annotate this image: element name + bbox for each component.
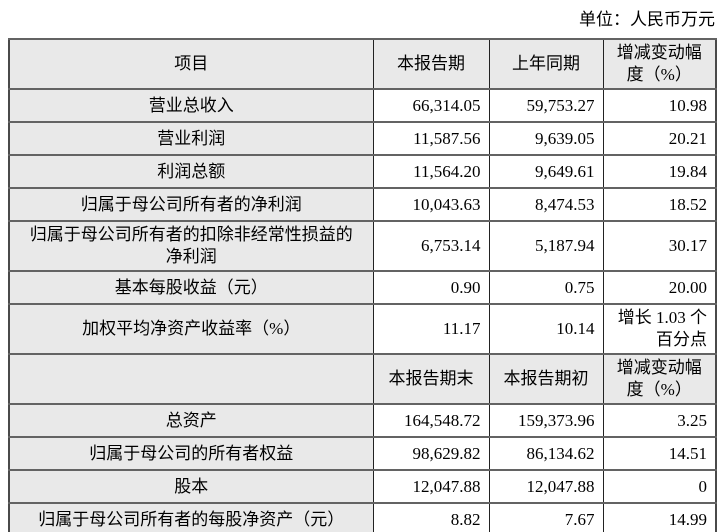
row-label: 归属于母公司的所有者权益 xyxy=(89,443,294,463)
change-value-cell: 0 xyxy=(602,469,717,504)
change-value-cell: 14.51 xyxy=(602,436,717,471)
current-value-cell: 164,548.72 xyxy=(372,403,490,438)
table-row: 利润总额 11,564.20 9,649.61 19.84 xyxy=(8,154,717,189)
row-label: 归属于母公司所有者的每股净资产（元） xyxy=(38,509,345,529)
prior-value-cell: 9,649.61 xyxy=(488,154,604,189)
change-value-cell: 18.52 xyxy=(602,187,717,222)
change-value-cell: 10.98 xyxy=(602,88,717,123)
prior-period-header-cell: 本报告期初 xyxy=(488,353,604,405)
row-label: 营业总收入 xyxy=(148,95,234,115)
prior-period-header-cell: 上年同期 xyxy=(488,38,604,90)
table-row: 归属于母公司所有者的每股净资产（元） 8.82 7.67 14.99 xyxy=(8,502,717,532)
financial-summary-table: 项目 本报告期 上年同期 增减变动幅度（%） 营业总收入 66,314.05 59,753.… xyxy=(8,38,717,532)
prior-value-cell: 12,047.88 xyxy=(488,469,604,504)
row-label: 总资产 xyxy=(165,410,217,430)
change-value-cell: 14.99 xyxy=(602,502,717,532)
row-label: 加权平均净资产收益率（%） xyxy=(82,319,301,338)
current-period-header-cell: 本报告期 xyxy=(372,38,490,90)
row-label-cell: 加权平均净资产收益率（%） xyxy=(8,303,374,355)
change-header-cell: 增减变动幅度（%） xyxy=(602,38,717,90)
change-value-cell: 20.00 xyxy=(602,270,717,305)
row-label: 归属于母公司所有者的净利润 xyxy=(80,194,302,214)
current-value-cell: 6,753.14 xyxy=(372,220,490,272)
current-value-cell: 12,047.88 xyxy=(372,469,490,504)
row-label-cell: 股本 xyxy=(8,469,374,504)
row-label-cell: 总资产 xyxy=(8,403,374,438)
table-row: 加权平均净资产收益率（%） 11.17 10.14 增长 1.03 个百分点 xyxy=(8,303,717,355)
prior-value-cell: 8,474.53 xyxy=(488,187,604,222)
item-header-cell: 项目 xyxy=(8,38,374,90)
table-row: 归属于母公司所有者的扣除非经常性损益的净利润 6,753.14 5,187.94 30… xyxy=(8,220,717,272)
prior-value-cell: 9,639.05 xyxy=(488,121,604,156)
row-label-cell: 归属于母公司所有者的扣除非经常性损益的净利润 xyxy=(8,220,374,272)
current-value-cell: 98,629.82 xyxy=(372,436,490,471)
table-row: 总资产 164,548.72 159,373.96 3.25 xyxy=(8,403,717,438)
row-label: 基本每股收益（元） xyxy=(114,277,268,297)
current-value-cell: 0.90 xyxy=(372,270,490,305)
prior-value-cell: 0.75 xyxy=(488,270,604,305)
row-label-cell: 归属于母公司所有者的净利润 xyxy=(8,187,374,222)
current-value-cell: 66,314.05 xyxy=(372,88,490,123)
row-label-cell: 营业总收入 xyxy=(8,88,374,123)
current-period-header-cell: 本报告期末 xyxy=(372,353,490,405)
current-value-cell: 11,564.20 xyxy=(372,154,490,189)
header-row: 本报告期末 本报告期初 增减变动幅度（%） xyxy=(8,353,717,405)
table-row: 营业利润 11,587.56 9,639.05 20.21 xyxy=(8,121,717,156)
item-header-label: 项目 xyxy=(174,54,209,73)
row-label-cell: 归属于母公司所有者的每股净资产（元） xyxy=(8,502,374,532)
change-value-cell: 19.84 xyxy=(602,154,717,189)
change-value-cell: 增长 1.03 个百分点 xyxy=(602,303,717,355)
current-value-cell: 10,043.63 xyxy=(372,187,490,222)
prior-value-cell: 7.67 xyxy=(488,502,604,532)
table-row: 基本每股收益（元） 0.90 0.75 20.00 xyxy=(8,270,717,305)
row-label-cell: 营业利润 xyxy=(8,121,374,156)
row-label-cell: 利润总额 xyxy=(8,154,374,189)
row-label: 营业利润 xyxy=(157,128,226,148)
header-row: 项目 本报告期 上年同期 增减变动幅度（%） xyxy=(8,38,717,90)
table-row: 归属于母公司的所有者权益 98,629.82 86,134.62 14.51 xyxy=(8,436,717,471)
item-header-cell xyxy=(8,353,374,405)
table-row: 股本 12,047.88 12,047.88 0 xyxy=(8,469,717,504)
current-value-cell: 11.17 xyxy=(372,303,490,355)
table-row: 归属于母公司所有者的净利润 10,043.63 8,474.53 18.52 xyxy=(8,187,717,222)
row-label-cell: 归属于母公司的所有者权益 xyxy=(8,436,374,471)
unit-label: 单位：人民币万元 xyxy=(579,10,715,29)
prior-value-cell: 5,187.94 xyxy=(488,220,604,272)
change-value-cell: 3.25 xyxy=(602,403,717,438)
financial-table-body: 项目 本报告期 上年同期 增减变动幅度（%） 营业总收入 66,314.05 59,753.… xyxy=(8,38,717,532)
table-row: 营业总收入 66,314.05 59,753.27 10.98 xyxy=(8,88,717,123)
change-value-cell: 20.21 xyxy=(602,121,717,156)
row-label: 归属于母公司所有者的扣除非经常性损益的净利润 xyxy=(29,225,353,266)
change-value-cell: 30.17 xyxy=(602,220,717,272)
row-label: 股本 xyxy=(174,476,209,496)
row-label: 利润总额 xyxy=(157,161,226,181)
current-value-cell: 11,587.56 xyxy=(372,121,490,156)
prior-value-cell: 59,753.27 xyxy=(488,88,604,123)
row-label-cell: 基本每股收益（元） xyxy=(8,270,374,305)
current-value-cell: 8.82 xyxy=(372,502,490,532)
prior-value-cell: 10.14 xyxy=(488,303,604,355)
prior-value-cell: 86,134.62 xyxy=(488,436,604,471)
change-header-cell: 增减变动幅度（%） xyxy=(602,353,717,405)
prior-value-cell: 159,373.96 xyxy=(488,403,604,438)
